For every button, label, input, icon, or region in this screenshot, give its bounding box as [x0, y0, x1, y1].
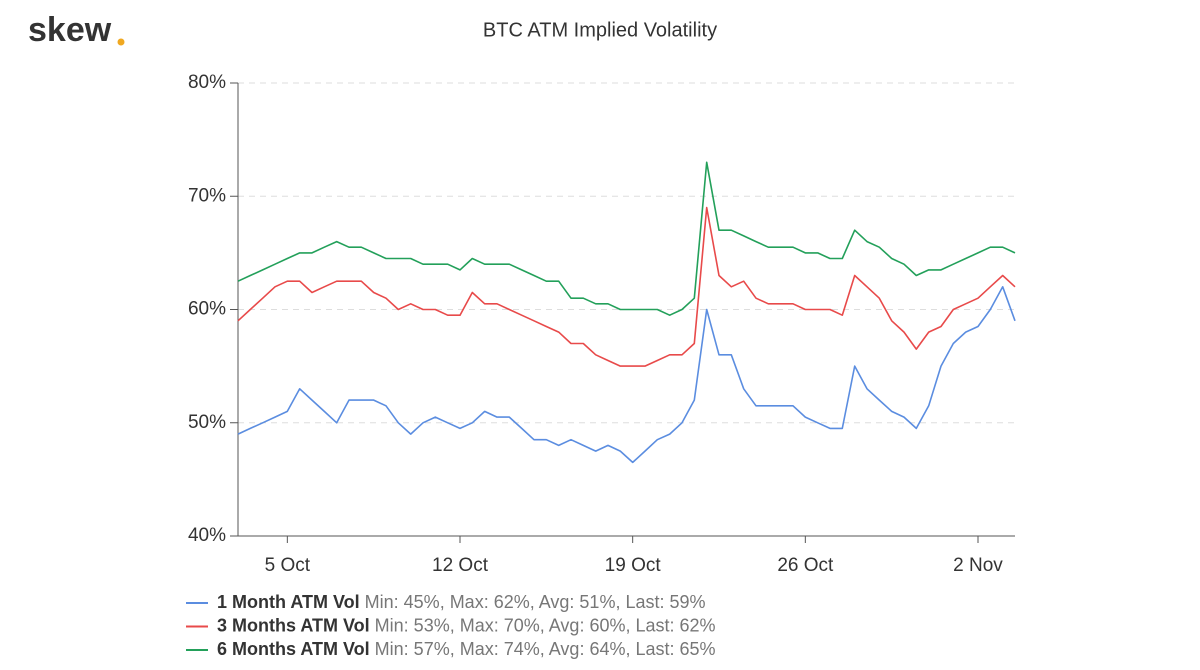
y-tick-label: 60% [188, 299, 226, 320]
y-tick-label: 50% [188, 412, 226, 433]
legend-name: 3 Months ATM Vol [217, 615, 370, 635]
x-tick-label: 12 Oct [432, 555, 489, 576]
legend-name: 1 Month ATM Vol [217, 592, 360, 612]
y-tick-label: 70% [188, 185, 226, 206]
legend-stats: Min: 45%, Max: 62%, Avg: 51%, Last: 59% [365, 592, 706, 612]
legend-entry: 3 Months ATM Vol Min: 53%, Max: 70%, Avg… [217, 615, 716, 635]
y-tick-label: 40% [188, 525, 226, 546]
legend-entry: 1 Month ATM Vol Min: 45%, Max: 62%, Avg:… [217, 592, 706, 612]
x-tick-label: 2 Nov [953, 555, 1003, 576]
series-line [237, 161, 1016, 316]
legend-stats: Min: 57%, Max: 74%, Avg: 64%, Last: 65% [375, 639, 716, 659]
series-line [237, 286, 1016, 464]
legend-name: 6 Months ATM Vol [217, 639, 370, 659]
legend-entry: 6 Months ATM Vol Min: 57%, Max: 74%, Avg… [217, 639, 716, 659]
series-line [237, 206, 1016, 367]
legend-stats: Min: 53%, Max: 70%, Avg: 60%, Last: 62% [375, 615, 716, 635]
x-tick-label: 26 Oct [777, 555, 834, 576]
logo: skew [28, 11, 112, 49]
y-tick-label: 80% [188, 72, 226, 93]
chart-title: BTC ATM Implied Volatility [483, 19, 717, 41]
x-tick-label: 5 Oct [265, 555, 311, 576]
logo-dot [117, 38, 125, 46]
x-tick-label: 19 Oct [605, 555, 662, 576]
